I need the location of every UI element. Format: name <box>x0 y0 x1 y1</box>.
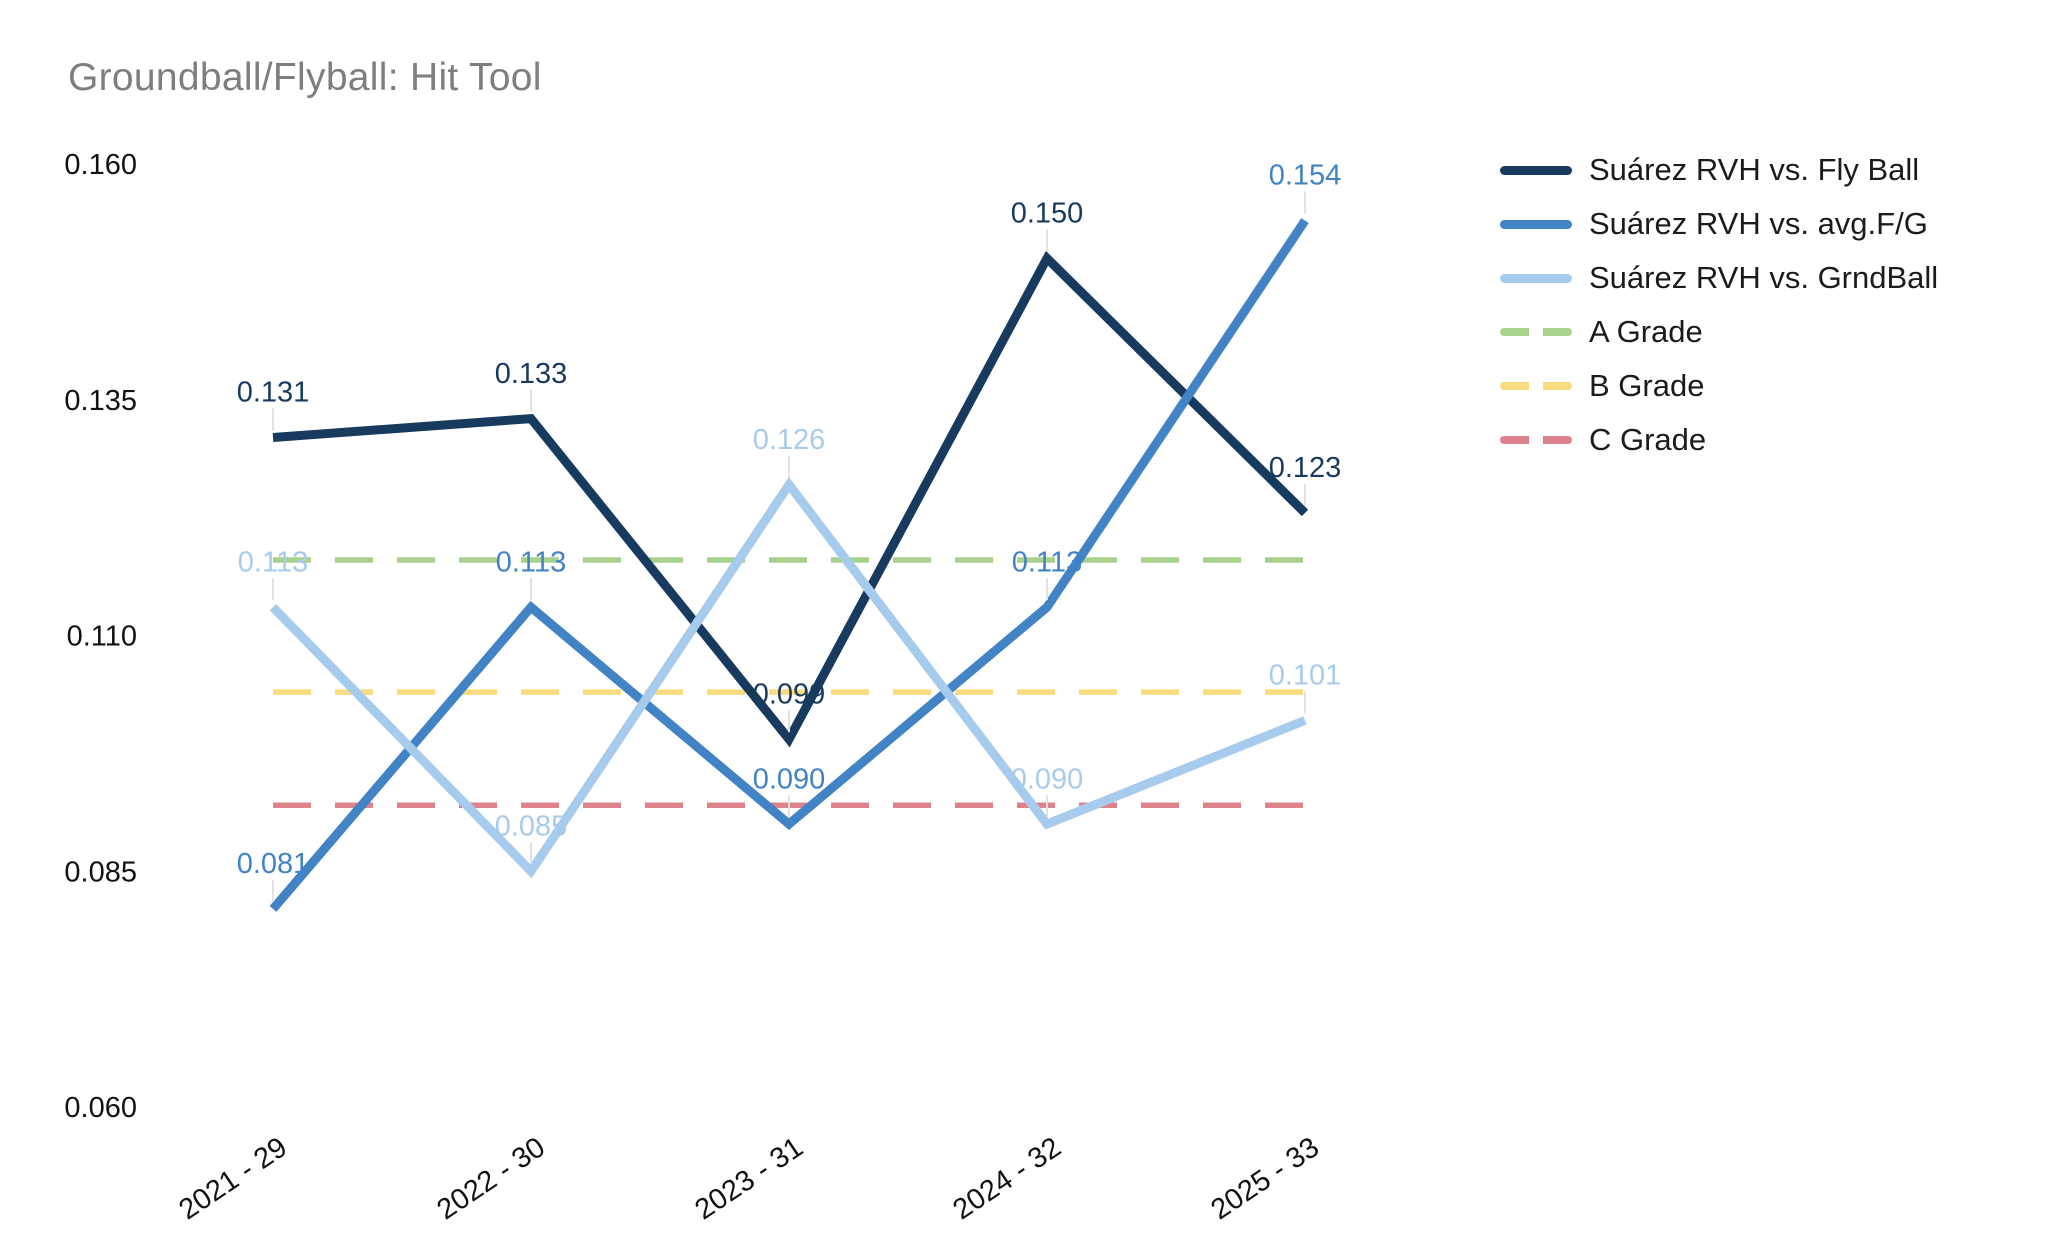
x-tick-label: 2025 - 33 <box>1205 1131 1324 1226</box>
x-tick-label: 2022 - 30 <box>431 1131 550 1226</box>
data-label: 0.101 <box>1269 660 1342 692</box>
legend-label: Suárez RVH vs. avg.F/G <box>1589 206 1928 241</box>
data-label: 0.113 <box>1012 546 1082 578</box>
legend-label: Suárez RVH vs. GrndBall <box>1589 260 1939 295</box>
x-tick-label: 2023 - 31 <box>689 1131 808 1226</box>
series-line-su-rez-rvh-vs-grndball[interactable] <box>269 476 1307 879</box>
legend-swatch-fly-ball <box>1500 165 1572 175</box>
legend-swatch-grndball <box>1500 273 1572 283</box>
data-label: 0.133 <box>495 358 568 390</box>
legend-swatch-avg-fg <box>1500 219 1572 229</box>
legend-item-b-grade[interactable]: B Grade <box>1500 359 1938 413</box>
data-label: 0.126 <box>753 424 826 456</box>
data-label: 0.123 <box>1269 452 1342 484</box>
series-line-su-rez-rvh-vs-fly-ball[interactable] <box>272 250 1309 748</box>
data-label: 0.113 <box>496 546 566 578</box>
y-tick-label: 0.135 <box>64 385 137 417</box>
legend-label: A Grade <box>1589 314 1703 349</box>
legend-item-fly-ball[interactable]: Suárez RVH vs. Fly Ball <box>1500 143 1938 197</box>
data-label: 0.150 <box>1011 197 1084 229</box>
legend-item-c-grade[interactable]: C Grade <box>1500 413 1938 467</box>
data-label: 0.090 <box>1011 763 1084 795</box>
data-label: 0.113 <box>238 546 308 578</box>
legend-item-grndball[interactable]: Suárez RVH vs. GrndBall <box>1500 251 1938 305</box>
data-label: 0.131 <box>237 377 310 409</box>
chart-title: Groundball/Flyball: Hit Tool <box>68 56 542 99</box>
legend-swatch-c-grade <box>1500 436 1572 444</box>
legend: Suárez RVH vs. Fly Ball Suárez RVH vs. a… <box>1500 143 1938 467</box>
data-label: 0.154 <box>1269 160 1342 192</box>
legend-swatch-a-grade <box>1500 328 1572 336</box>
legend-item-avg-fg[interactable]: Suárez RVH vs. avg.F/G <box>1500 197 1938 251</box>
legend-label: Suárez RVH vs. Fly Ball <box>1589 152 1920 187</box>
series-line-su-rez-rvh-vs-avg-f-g[interactable] <box>269 218 1309 912</box>
y-tick-label: 0.110 <box>67 621 137 653</box>
y-tick-label: 0.160 <box>64 149 137 181</box>
y-tick-label: 0.085 <box>64 856 137 888</box>
data-label: 0.099 <box>753 678 826 710</box>
legend-label: B Grade <box>1589 368 1705 403</box>
data-label: 0.085 <box>495 810 568 842</box>
data-label: 0.090 <box>753 763 826 795</box>
x-tick-label: 2024 - 32 <box>947 1131 1066 1226</box>
legend-label: C Grade <box>1589 422 1707 457</box>
legend-item-a-grade[interactable]: A Grade <box>1500 305 1938 359</box>
y-tick-label: 0.060 <box>64 1092 137 1124</box>
data-label: 0.081 <box>237 848 310 880</box>
x-tick-label: 2021 - 29 <box>173 1131 292 1226</box>
legend-swatch-b-grade <box>1500 382 1572 390</box>
